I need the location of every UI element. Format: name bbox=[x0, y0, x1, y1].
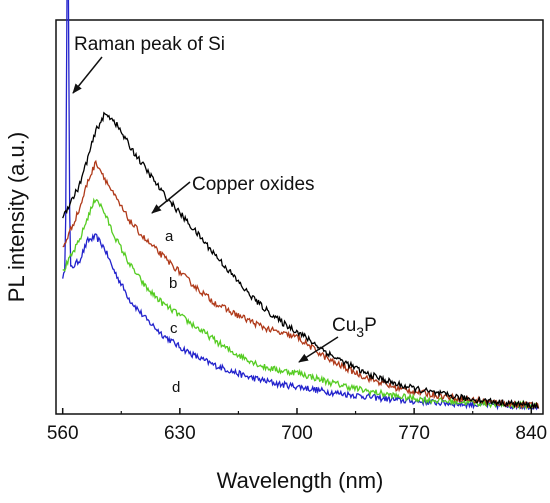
x-tick-label-840: 840 bbox=[515, 423, 547, 444]
cu3p-tail: P bbox=[364, 315, 377, 336]
curve-label-a: a bbox=[165, 228, 174, 245]
x-axis-title: Wavelength (nm) bbox=[217, 468, 384, 493]
y-axis-title: PL intensity (a.u.) bbox=[4, 132, 29, 302]
series-line-c bbox=[62, 197, 540, 411]
series-line-b bbox=[62, 159, 540, 410]
cu3p-subscript: 3 bbox=[356, 324, 364, 340]
raman-peak-arrow bbox=[72, 56, 103, 94]
curve-label-c: c bbox=[170, 320, 178, 337]
cu3p-arrow bbox=[298, 336, 339, 363]
cu3p-annotation: Cu3P bbox=[332, 315, 377, 340]
plot-frame bbox=[55, 19, 544, 415]
x-tick-label-630: 630 bbox=[164, 423, 196, 444]
copper-oxides-annotation: Copper oxides bbox=[192, 174, 315, 195]
x-tick-label-560: 560 bbox=[47, 423, 79, 444]
curve-label-d: d bbox=[172, 379, 180, 396]
series-line-d bbox=[62, 0, 540, 411]
copper-oxides-arrow bbox=[151, 181, 191, 214]
series-line-a bbox=[62, 111, 539, 410]
x-tick-label-770: 770 bbox=[398, 423, 430, 444]
cu3p-main: Cu bbox=[332, 315, 356, 336]
raman-peak-annotation: Raman peak of Si bbox=[74, 34, 225, 55]
x-ticks-group: 560 630 700 770 840 bbox=[47, 408, 547, 444]
x-tick-label-700: 700 bbox=[281, 423, 313, 444]
curve-label-b: b bbox=[169, 275, 177, 292]
curves-group bbox=[62, 0, 540, 411]
